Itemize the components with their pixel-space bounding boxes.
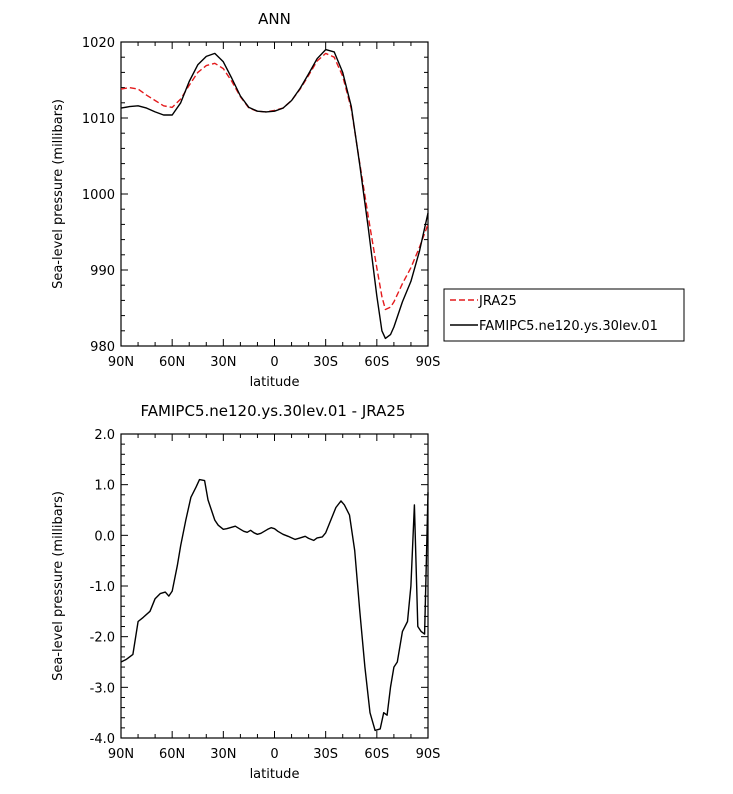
x-tick-label: 0 bbox=[270, 747, 278, 762]
y-tick-label: 1020 bbox=[82, 36, 115, 51]
x-tick-label: 30N bbox=[210, 355, 236, 370]
legend: JRA25 FAMIPC5.ne120.ys.30lev.01 bbox=[443, 288, 685, 342]
x-tick-label: 60S bbox=[364, 747, 389, 762]
y-tick-label: 1.0 bbox=[94, 479, 115, 494]
y-tick-label: 1000 bbox=[82, 188, 115, 203]
x-tick-label: 90S bbox=[416, 747, 441, 762]
x-axis-label: latitude bbox=[250, 767, 300, 782]
y-tick-label: -4.0 bbox=[90, 732, 115, 747]
x-tick-label: 90S bbox=[416, 355, 441, 370]
x-tick-label: 30N bbox=[210, 747, 236, 762]
y-tick-label: 0.0 bbox=[94, 529, 115, 544]
legend-entry-jra25: JRA25 bbox=[478, 294, 517, 309]
legend-box bbox=[443, 288, 685, 342]
y-axis-label: Sea-level pressure (millibars) bbox=[51, 491, 66, 681]
y-tick-label: -2.0 bbox=[90, 631, 115, 646]
x-axis-label: latitude bbox=[250, 375, 300, 390]
series-line-jra25 bbox=[120, 52, 429, 311]
plot-frame bbox=[120, 41, 429, 347]
plot-area: 90N 60N 30N 0 30S 60S 90S -4.0 -3.0 -2.0 -1.0 0.0 1.… bbox=[90, 428, 441, 762]
chart-slp-difference: FAMIPC5.ne120.ys.30lev.01 - JRA25 90N 60N… bbox=[51, 402, 440, 782]
x-tick-label: 90N bbox=[108, 355, 134, 370]
chart-title: ANN bbox=[258, 10, 291, 28]
chart-title: FAMIPC5.ne120.ys.30lev.01 - JRA25 bbox=[141, 402, 406, 420]
x-tick-label: 0 bbox=[270, 355, 278, 370]
plot-area: 90N 60N 30N 0 30S 60S 90S 980 990 1000 1010 1020 bbox=[82, 36, 440, 370]
x-tick-label: 30S bbox=[313, 747, 338, 762]
legend-entry-famipc5: FAMIPC5.ne120.ys.30lev.01 bbox=[479, 319, 658, 334]
x-tick-label: 30S bbox=[313, 355, 338, 370]
y-tick-label: 980 bbox=[90, 340, 115, 355]
y-tick-label: -1.0 bbox=[90, 580, 115, 595]
y-tick-label: -3.0 bbox=[90, 681, 115, 696]
y-axis-label: Sea-level pressure (millibars) bbox=[51, 99, 66, 289]
y-tick-label: 990 bbox=[90, 264, 115, 279]
y-tick-label: 1010 bbox=[82, 112, 115, 127]
y-tick-label: 2.0 bbox=[94, 428, 115, 443]
x-tick-label: 90N bbox=[108, 747, 134, 762]
series-line-famipc5 bbox=[120, 48, 429, 340]
x-tick-label: 60N bbox=[159, 355, 185, 370]
series-line-difference bbox=[120, 478, 429, 732]
x-tick-label: 60S bbox=[364, 355, 389, 370]
plot-frame bbox=[120, 433, 429, 739]
x-tick-label: 60N bbox=[159, 747, 185, 762]
chart-mean-slp: ANN 90N 60N 30N 0 30S 60S 90S 980 990 1000 1010 102… bbox=[51, 10, 685, 390]
